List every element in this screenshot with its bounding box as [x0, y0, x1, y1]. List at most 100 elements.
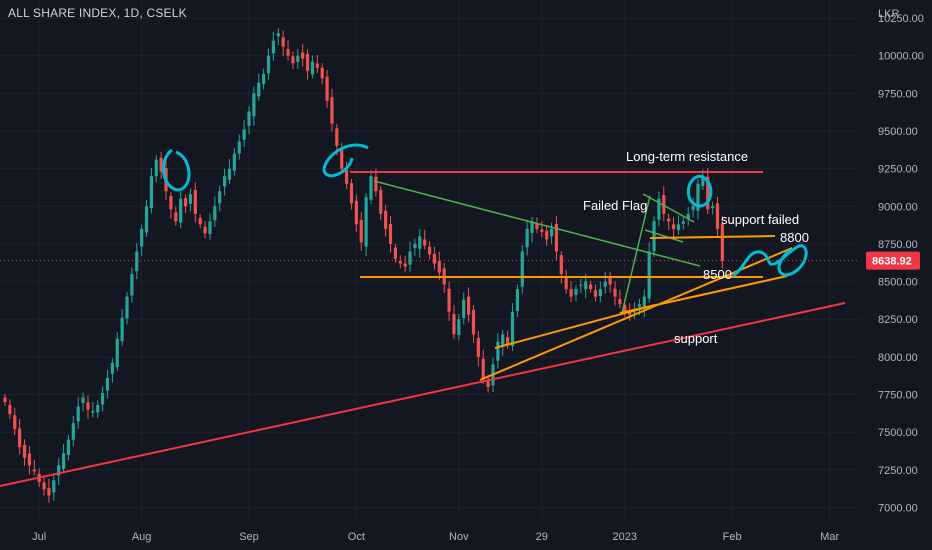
candle-body: [144, 206, 149, 233]
candle-body: [42, 482, 46, 490]
candle-body: [701, 176, 705, 187]
y-tick-label: 7750.00: [878, 390, 918, 402]
candle-body: [515, 289, 519, 312]
candle-body: [359, 220, 363, 243]
projection-scribble[interactable]: [732, 244, 808, 278]
level-8500-label: 8500: [703, 267, 732, 282]
y-tick-label: 9750.00: [878, 88, 918, 100]
candle-body: [252, 93, 256, 117]
x-tick-label: Sep: [239, 531, 259, 543]
candle-body: [101, 393, 105, 405]
candle-body: [681, 221, 685, 224]
candle-body: [310, 61, 315, 75]
candle-body: [335, 128, 339, 147]
candle-body: [340, 149, 344, 169]
candle-body: [154, 159, 158, 177]
candle-body: [286, 49, 290, 56]
y-tick-label: 8250.00: [878, 314, 918, 326]
candle-body: [213, 206, 217, 221]
x-tick-label: Mar: [820, 531, 839, 543]
candle-body: [345, 169, 349, 184]
y-tick-label: 8500.00: [878, 277, 918, 289]
candle-body: [120, 317, 124, 342]
y-tick-label: 8000.00: [878, 352, 918, 364]
candle-body: [188, 194, 193, 204]
candle-body: [427, 246, 432, 255]
candle-body: [520, 251, 524, 287]
candle-body: [8, 405, 12, 415]
candle-body: [13, 415, 17, 430]
candle-body: [413, 243, 417, 248]
circle-mark-feb[interactable]: [686, 174, 713, 208]
x-tick-label: 29: [536, 531, 548, 543]
rising-orange-line-3[interactable]: [619, 275, 788, 314]
candle-body: [471, 309, 476, 335]
circle-mark-aug[interactable]: [162, 148, 191, 192]
candle-body: [218, 191, 222, 204]
candle-body: [447, 288, 451, 312]
y-tick-label: 9250.00: [878, 164, 918, 176]
y-tick-label: 10000.00: [878, 51, 924, 63]
candle-body: [115, 338, 119, 368]
support-8800-line[interactable]: [649, 235, 776, 239]
candle-body: [91, 411, 95, 413]
candle-body: [652, 221, 656, 252]
candle-body: [232, 153, 236, 171]
candle-body: [47, 488, 51, 496]
candle-body: [81, 397, 85, 403]
candle-body: [408, 251, 412, 265]
x-tick-label: 2023: [613, 531, 637, 543]
y-tick-label: 9500.00: [878, 126, 918, 138]
candle-body: [706, 176, 710, 210]
candle-body: [247, 111, 251, 126]
chart-title: ALL SHARE INDEX, 1D, CSELK: [8, 6, 187, 20]
candle-body: [135, 251, 139, 272]
candle-body: [711, 206, 715, 209]
candle-body: [96, 405, 100, 413]
candle-body: [676, 224, 681, 231]
descending-trend-line[interactable]: [373, 180, 701, 267]
candle-body: [349, 183, 354, 204]
candle-body: [291, 56, 295, 64]
candle-body: [169, 196, 173, 210]
candle-body: [193, 190, 197, 214]
candle-body: [315, 63, 319, 68]
candle-body: [554, 224, 559, 252]
circle-mark-oct[interactable]: [322, 143, 369, 178]
candle-body: [61, 453, 66, 469]
candle-body: [476, 337, 480, 357]
candle-body: [452, 314, 456, 335]
candle-body: [374, 176, 378, 192]
failed-flag-label: Failed Flag: [583, 198, 647, 213]
candle-body: [130, 274, 134, 296]
candle-body: [506, 337, 510, 345]
candle-body: [486, 379, 490, 387]
candle-body: [330, 97, 334, 124]
candle-body: [540, 229, 544, 232]
candle-body: [237, 141, 241, 154]
flag-top-line[interactable]: [642, 193, 695, 223]
level-8800-label: 8800: [780, 230, 809, 245]
candle-body: [603, 281, 607, 287]
candle-body: [715, 203, 720, 229]
candle-body: [696, 183, 700, 211]
flag-pole-line[interactable]: [621, 195, 651, 314]
candle-body: [462, 299, 466, 319]
support-failed-label: support failed: [721, 212, 799, 227]
candle-body: [398, 260, 402, 264]
y-tick-label: 7250.00: [878, 465, 918, 477]
candle-body: [149, 176, 153, 209]
candle-body: [320, 67, 324, 79]
long-term-support-line[interactable]: [0, 302, 846, 487]
candle-body: [423, 239, 427, 246]
flag-bottom-line[interactable]: [644, 229, 684, 243]
candle-body: [637, 304, 641, 307]
candle-body: [530, 221, 534, 234]
candle-body: [296, 55, 300, 63]
candle-body: [686, 213, 690, 219]
x-tick-label: Oct: [348, 531, 365, 543]
candle-body: [32, 469, 36, 472]
candle-body: [198, 218, 202, 225]
candle-body: [623, 304, 627, 312]
